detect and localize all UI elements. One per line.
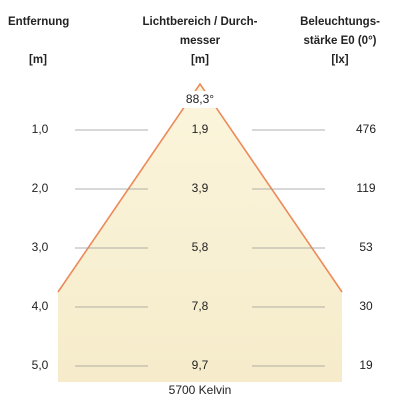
- distance: 1,0: [32, 122, 49, 136]
- header: [lx]: [331, 54, 348, 66]
- illuminance: 119: [356, 181, 375, 195]
- diameter: 3,9: [192, 181, 209, 195]
- header: Lichtbereich / Durch-: [142, 16, 257, 28]
- diameter: 5,8: [192, 240, 209, 254]
- illuminance: 476: [356, 122, 376, 136]
- header: Beleuchtungs-: [300, 16, 380, 28]
- distance: 3,0: [32, 240, 49, 254]
- distance: 4,0: [32, 299, 49, 313]
- angle-label-bg: [181, 91, 219, 108]
- cone-edge: [57, 82, 343, 293]
- distance: 2,0: [32, 181, 49, 195]
- diameter: 7,8: [192, 299, 209, 313]
- light-cone: [58, 84, 342, 382]
- header: Entfernung: [8, 16, 69, 28]
- diameter: 1,9: [192, 122, 209, 136]
- header: messer: [180, 35, 221, 47]
- illuminance: 19: [359, 358, 373, 372]
- beam-angle: 88,3°: [186, 92, 214, 106]
- color-temperature: 5700 Kelvin: [169, 383, 232, 397]
- distance: 5,0: [32, 358, 49, 372]
- illuminance: 30: [359, 299, 373, 313]
- diameter: 9,7: [192, 358, 209, 372]
- header: [m]: [191, 54, 209, 66]
- header: stärke E0 (0°): [304, 35, 377, 47]
- illuminance: 53: [359, 240, 373, 254]
- header: [m]: [29, 54, 47, 66]
